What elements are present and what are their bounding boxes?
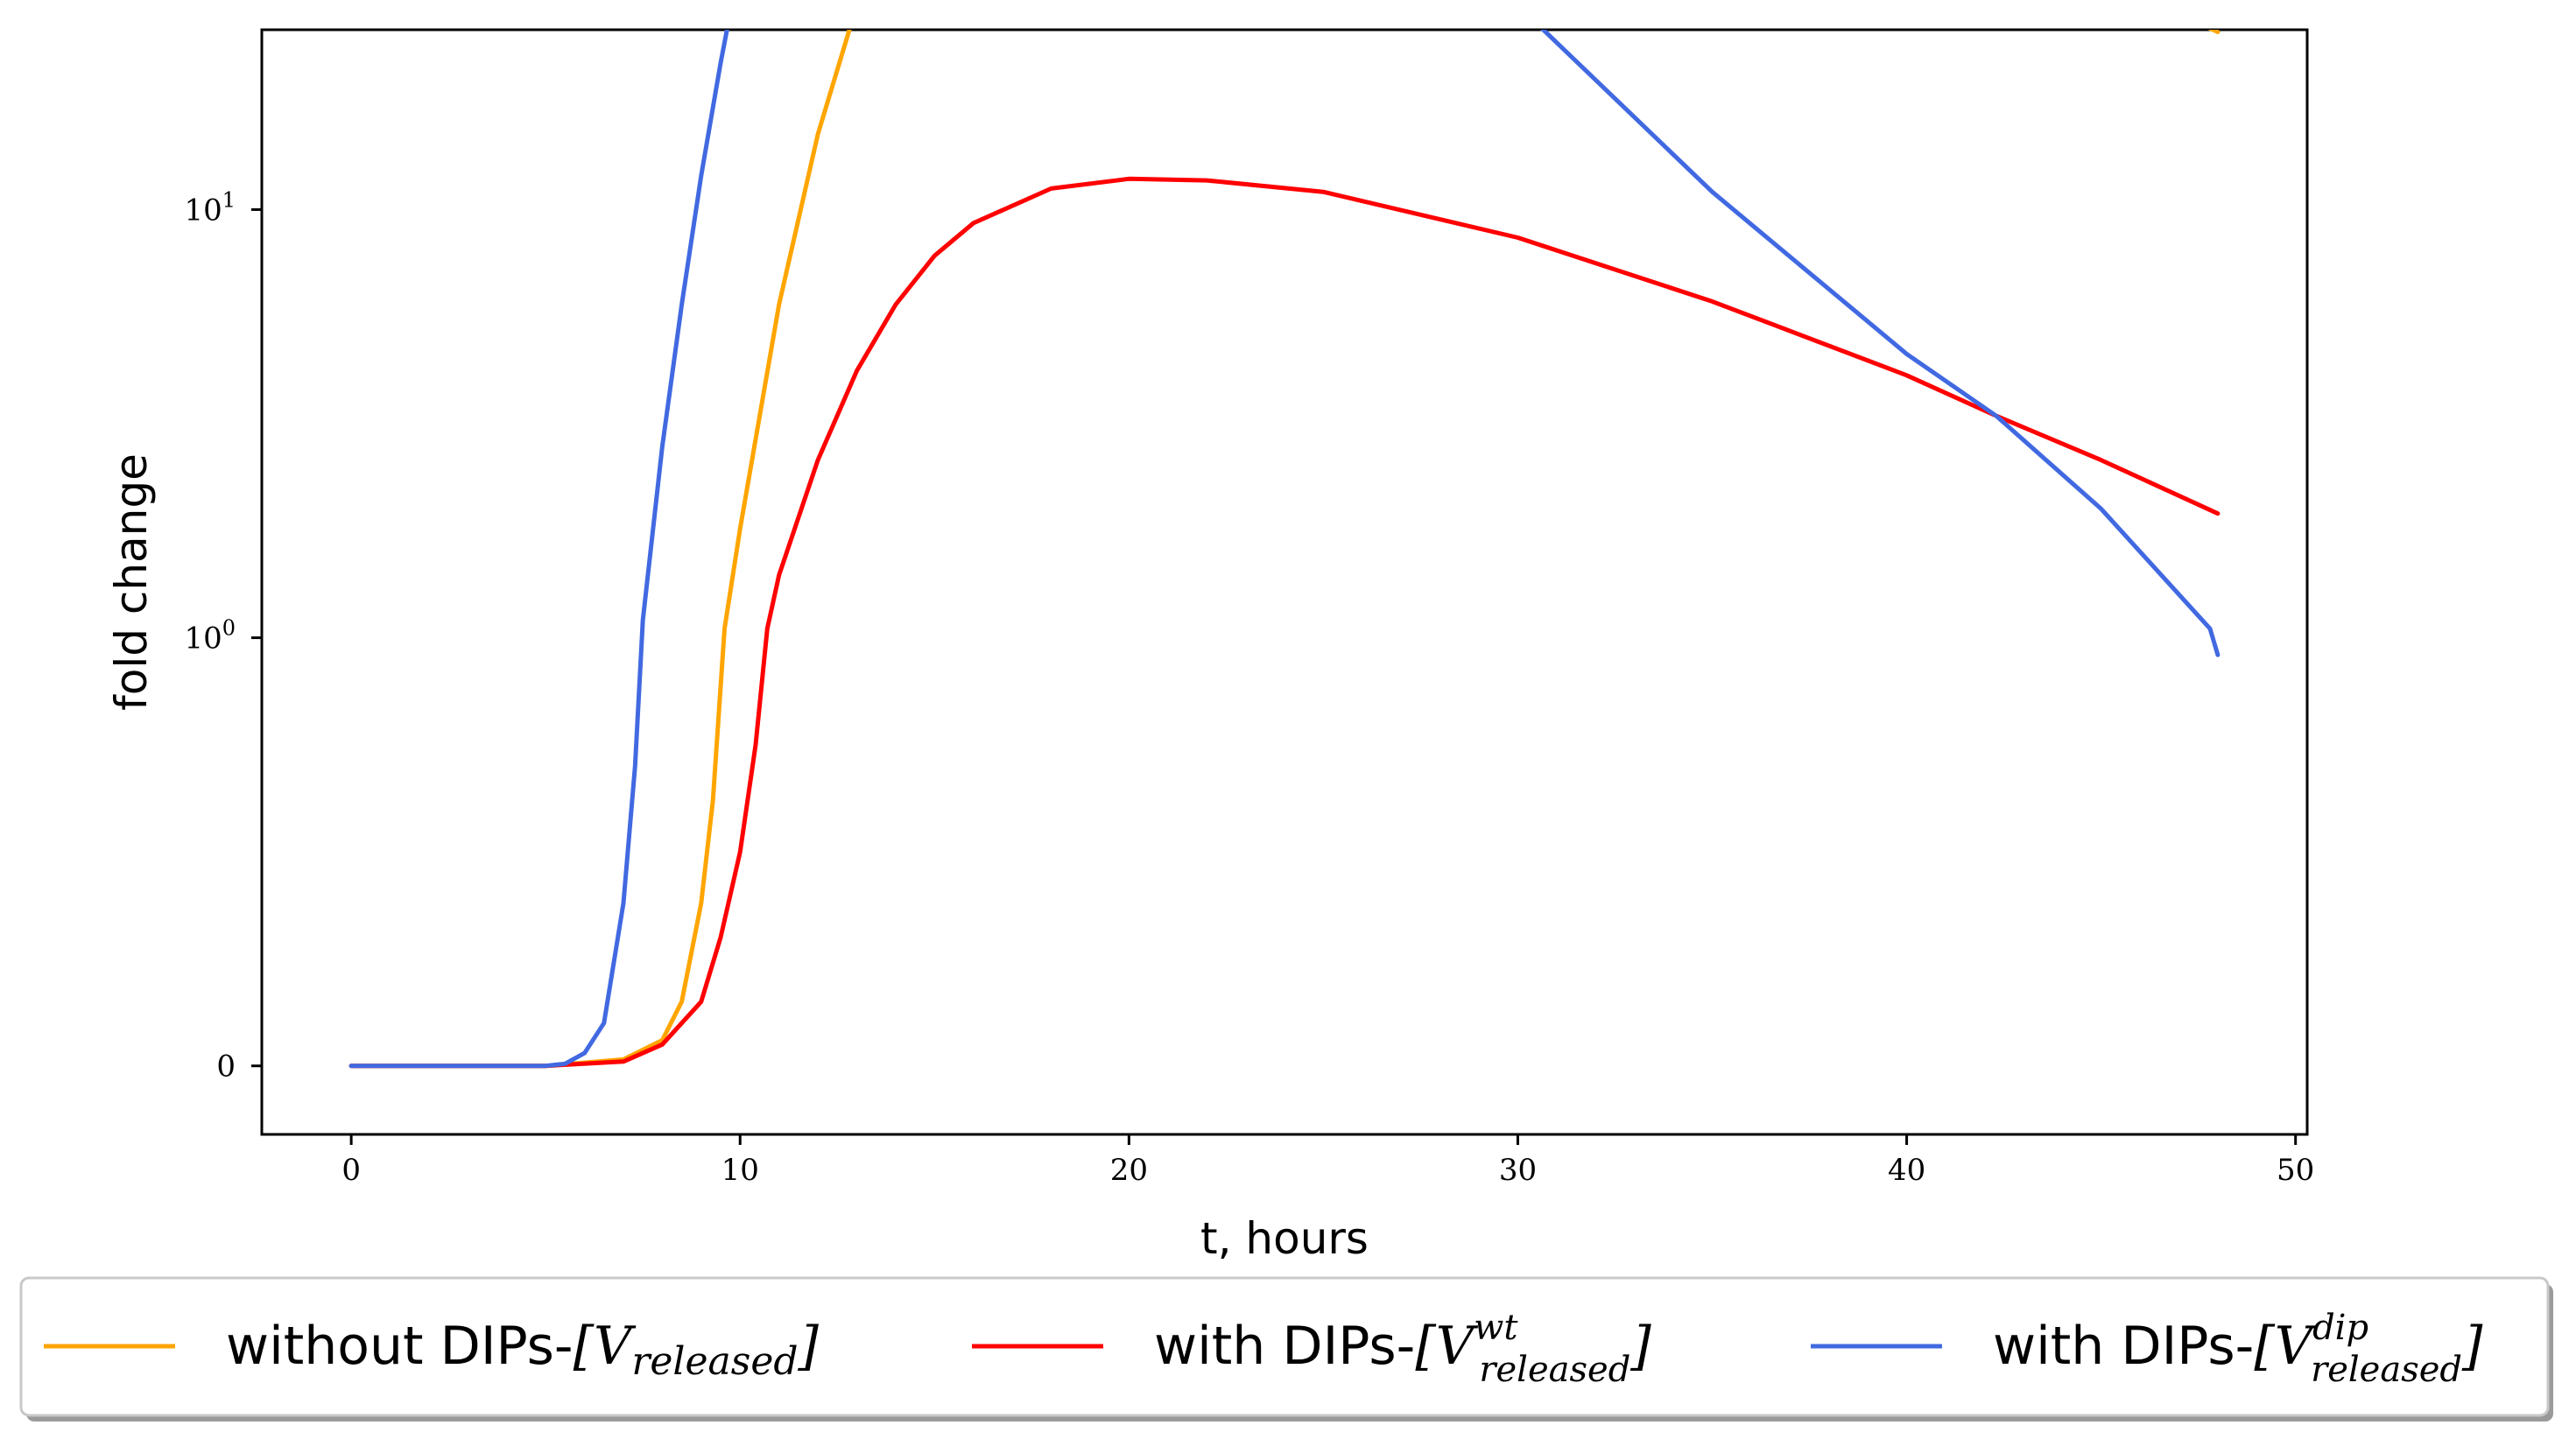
y-axis-ticks: 0100101102 bbox=[184, 187, 262, 1085]
x-tick-label: 50 bbox=[2277, 1153, 2314, 1188]
series-layer bbox=[348, 30, 2221, 1069]
y-tick-label: 0 bbox=[216, 1049, 236, 1085]
series-line-3 bbox=[348, 30, 2221, 1069]
x-tick-label: 10 bbox=[721, 1153, 759, 1188]
x-tick-label: 20 bbox=[1110, 1153, 1148, 1188]
y-axis-label: fold change bbox=[106, 453, 157, 711]
series-line-2 bbox=[348, 176, 2221, 1069]
legend-label-3: with DIPs-[Vdip released] bbox=[1993, 1308, 2483, 1390]
x-tick-label: 30 bbox=[1499, 1153, 1537, 1188]
series-line-1 bbox=[348, 30, 2221, 1069]
legend: without DIPs-[Vreleased] with DIPs-[Vwt re… bbox=[19, 1276, 2553, 1421]
x-axis-label: t, hours bbox=[1200, 1213, 1369, 1264]
plot-area-frame bbox=[260, 28, 2309, 1136]
x-tick-label: 40 bbox=[1888, 1153, 1925, 1188]
legend-label-1: without DIPs-[Vreleased] bbox=[226, 1316, 820, 1384]
legend-box bbox=[19, 1276, 2550, 1417]
legend-label-2: with DIPs-[Vwt released] bbox=[1154, 1308, 1651, 1390]
y-tick-label: 100 bbox=[184, 616, 236, 656]
x-axis-ticks: 0 10 20 30 40 50 bbox=[341, 1134, 2314, 1188]
y-tick-label: 101 bbox=[184, 187, 236, 228]
legend-items: without DIPs-[Vreleased] with DIPs-[Vwt re… bbox=[44, 1308, 2483, 1390]
x-tick-label: 0 bbox=[341, 1153, 361, 1188]
